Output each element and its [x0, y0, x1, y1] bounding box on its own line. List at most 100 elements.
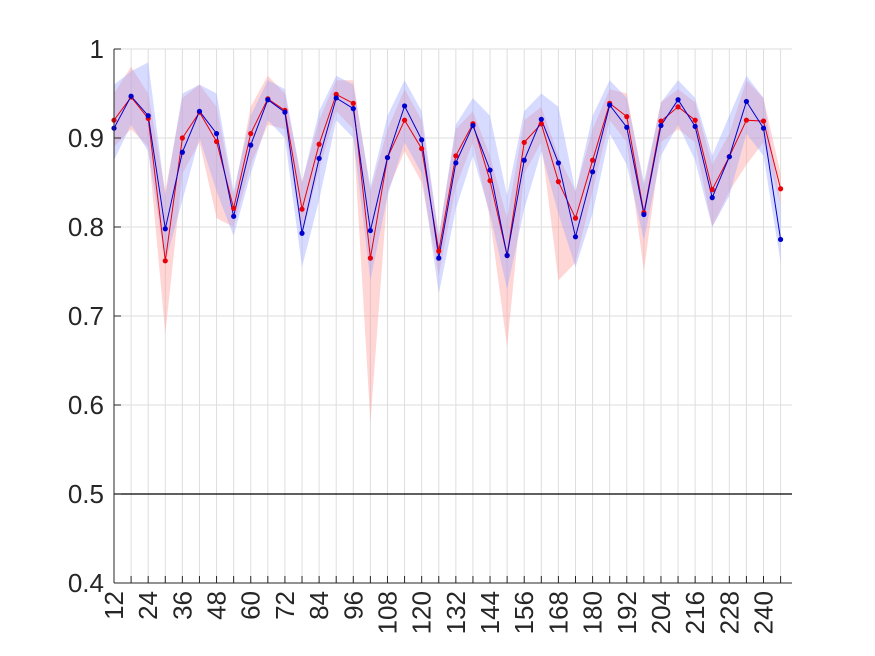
x-tick-label: 24	[133, 591, 163, 620]
x-tick-label: 132	[441, 591, 471, 634]
data-point	[658, 118, 664, 124]
data-point	[760, 125, 767, 131]
data-point	[299, 206, 305, 212]
data-point	[162, 226, 168, 232]
y-tick-label: 1	[90, 34, 104, 64]
data-point	[778, 236, 784, 243]
data-point	[384, 154, 391, 161]
x-tick-label: 108	[372, 591, 402, 634]
x-tick-label: 120	[407, 591, 437, 634]
data-point	[453, 160, 459, 166]
data-point	[709, 187, 715, 193]
x-tick-label: 36	[167, 591, 197, 620]
data-point	[436, 255, 442, 261]
data-point	[367, 255, 373, 261]
data-point	[521, 157, 527, 163]
y-tick-label: 0.6	[68, 390, 104, 420]
data-point	[419, 146, 425, 152]
data-point	[555, 160, 562, 166]
confidence-bands	[114, 62, 781, 423]
x-tick-label: 192	[612, 591, 642, 634]
data-point	[675, 97, 681, 103]
data-point	[213, 138, 220, 145]
confidence-band-1	[114, 66, 781, 423]
data-point	[743, 98, 750, 105]
y-tick-label: 0.9	[68, 123, 104, 153]
confidence-band-2	[114, 62, 781, 294]
data-point	[367, 227, 373, 234]
x-tick-label: 60	[236, 591, 266, 620]
data-point	[624, 124, 630, 130]
data-point	[350, 100, 356, 106]
x-tick-label: 180	[578, 591, 608, 634]
data-point	[333, 91, 339, 97]
data-point	[743, 117, 750, 123]
data-point	[538, 116, 544, 122]
data-point	[487, 178, 493, 184]
x-tick-label: 12	[99, 591, 129, 620]
x-tick-label: 204	[646, 591, 676, 634]
y-tick-labels: 0.4 0.5 0.6 0.7 0.8 0.9 1	[68, 34, 104, 598]
y-tick-label: 0.4	[68, 568, 104, 598]
data-point	[401, 117, 408, 123]
x-tick-label: 72	[270, 591, 300, 620]
data-point	[316, 155, 322, 162]
data-point	[231, 213, 237, 219]
data-point	[333, 95, 339, 101]
data-point	[555, 179, 562, 185]
data-point	[487, 167, 493, 173]
data-point	[436, 248, 442, 254]
data-point	[350, 106, 356, 112]
data-point	[709, 195, 715, 201]
x-tick-label: 216	[680, 591, 710, 634]
data-point	[778, 186, 784, 192]
data-point	[316, 141, 322, 147]
data-point	[504, 252, 510, 259]
series-points	[111, 91, 784, 264]
x-tick-labels: 12 24 36 48 60 72 84 96 108 120 132 144 156 168 180 192…	[99, 591, 779, 634]
y-tick-label: 0.7	[68, 301, 104, 331]
data-point	[231, 205, 237, 211]
x-tick-label: 240	[749, 591, 779, 634]
data-point	[538, 121, 544, 127]
y-tick-label: 0.5	[68, 479, 104, 509]
data-point	[453, 153, 459, 159]
data-point	[572, 215, 579, 221]
data-point	[248, 130, 254, 137]
data-point	[145, 113, 151, 119]
data-point	[419, 137, 425, 143]
data-point	[658, 122, 664, 129]
data-point	[726, 154, 732, 160]
x-tick-label: 48	[202, 591, 232, 620]
x-tick-label: 156	[509, 591, 539, 634]
data-point	[179, 135, 185, 141]
data-point	[692, 117, 698, 123]
data-point	[624, 114, 630, 120]
data-point	[179, 149, 185, 155]
data-point	[196, 108, 203, 114]
x-tick-label: 96	[338, 591, 368, 620]
data-point	[692, 123, 698, 130]
x-tick-label: 228	[714, 591, 744, 634]
data-point	[401, 103, 408, 109]
y-tick-label: 0.8	[68, 212, 104, 242]
data-point	[675, 104, 681, 110]
data-point	[299, 230, 305, 236]
data-point	[248, 142, 254, 148]
data-point	[162, 258, 168, 264]
data-point	[607, 102, 613, 108]
data-point	[589, 157, 596, 163]
data-point	[128, 93, 134, 99]
data-point	[213, 130, 220, 137]
x-tick-label: 168	[543, 591, 573, 634]
data-point	[760, 118, 767, 124]
data-point	[282, 109, 288, 115]
series-lines	[113, 93, 782, 261]
data-point	[589, 169, 596, 175]
axes	[113, 48, 792, 584]
x-tick-label: 144	[475, 591, 505, 634]
data-point	[470, 122, 476, 129]
series-line-2	[113, 95, 782, 259]
data-point	[641, 211, 647, 218]
